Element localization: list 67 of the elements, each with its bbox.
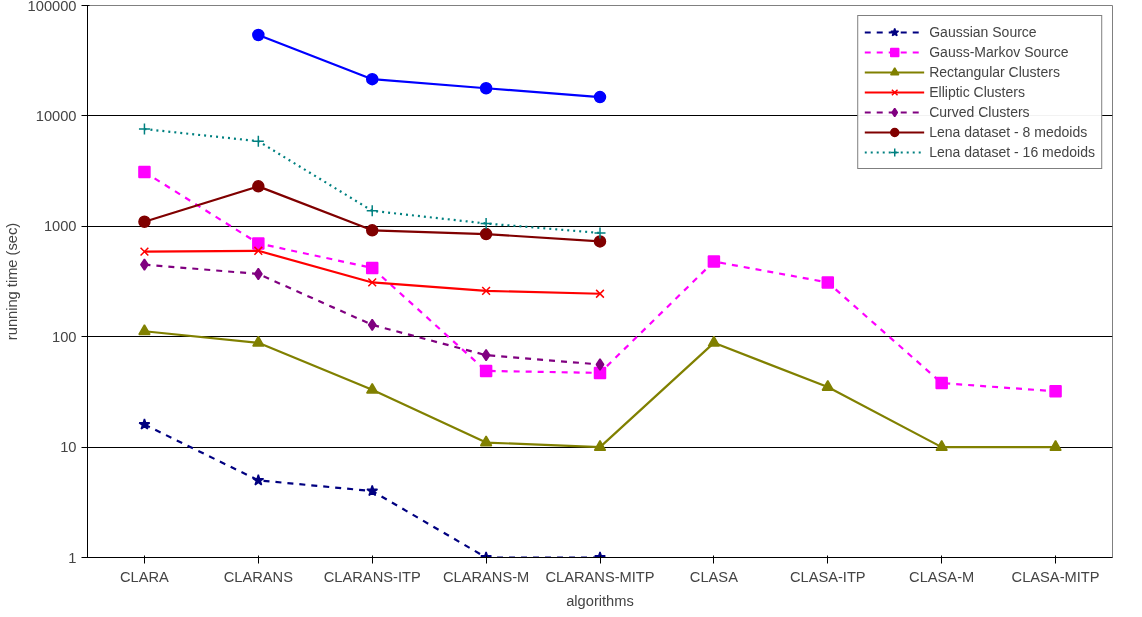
point [1049,385,1062,398]
point [252,237,265,250]
x-tick-label: CLASA-MITP [1011,568,1100,585]
point [479,82,493,95]
point [365,382,379,394]
legend-label: Gaussian Source [929,24,1037,40]
point [481,286,491,296]
legend-label: Lena dataset - 8 medoids [929,124,1088,140]
y-tick-label: 100 [52,328,77,345]
point [365,72,379,86]
x-tick-label: CLASA-M [909,568,975,585]
point [707,255,721,268]
point [593,226,607,240]
point [367,318,377,332]
point [935,440,948,452]
point [479,227,493,241]
y-tick-label: 10000 [35,107,77,124]
x-tick-label: CLARANS-M [442,568,530,585]
point [253,267,263,281]
point [707,335,721,347]
point [593,90,607,104]
point [365,204,379,218]
legend-label: Rectangular Clusters [929,64,1060,80]
point [366,484,379,497]
point [138,215,151,228]
legend-label: Elliptic Clusters [929,84,1025,100]
y-tick-label: 1 [68,549,77,566]
x-tick-label: CLARA [120,568,170,585]
point [253,246,263,256]
y-axis-title: running time (sec) [3,222,20,341]
point [252,28,265,42]
point [593,440,607,452]
y-tick-label: 100000 [27,0,77,14]
x-axis-title: algorithms [566,592,634,609]
point [595,358,605,371]
y-tick-label: 1000 [43,218,77,235]
point [595,289,605,299]
point [479,364,493,378]
point [252,474,265,486]
x-tick-label: CLARANS [223,568,294,585]
point [138,165,151,179]
point [367,277,377,288]
point [821,379,835,391]
x-tick-label: CLARANS-ITP [323,568,421,585]
point [935,376,948,390]
point [365,224,379,237]
point [479,435,493,447]
point [1049,440,1062,452]
x-tick-label: CLARANS-MITP [545,568,655,585]
point [479,217,493,230]
point [138,324,151,336]
x-tick-label: CLASA-ITP [789,568,866,585]
point [821,276,835,289]
x-tick-label: CLASA [689,568,739,585]
point [252,134,265,148]
point [138,418,151,430]
point [481,348,491,362]
legend-label: Lena dataset - 16 medoids [929,144,1095,160]
point [252,180,265,193]
point [365,261,379,275]
point [138,122,151,136]
y-tick-label: 10 [60,439,77,456]
legend-label: Gauss-Markov Source [929,44,1069,60]
legend-label: Curved Clusters [929,104,1030,120]
point [252,335,265,347]
point [593,235,607,248]
point [139,246,150,257]
